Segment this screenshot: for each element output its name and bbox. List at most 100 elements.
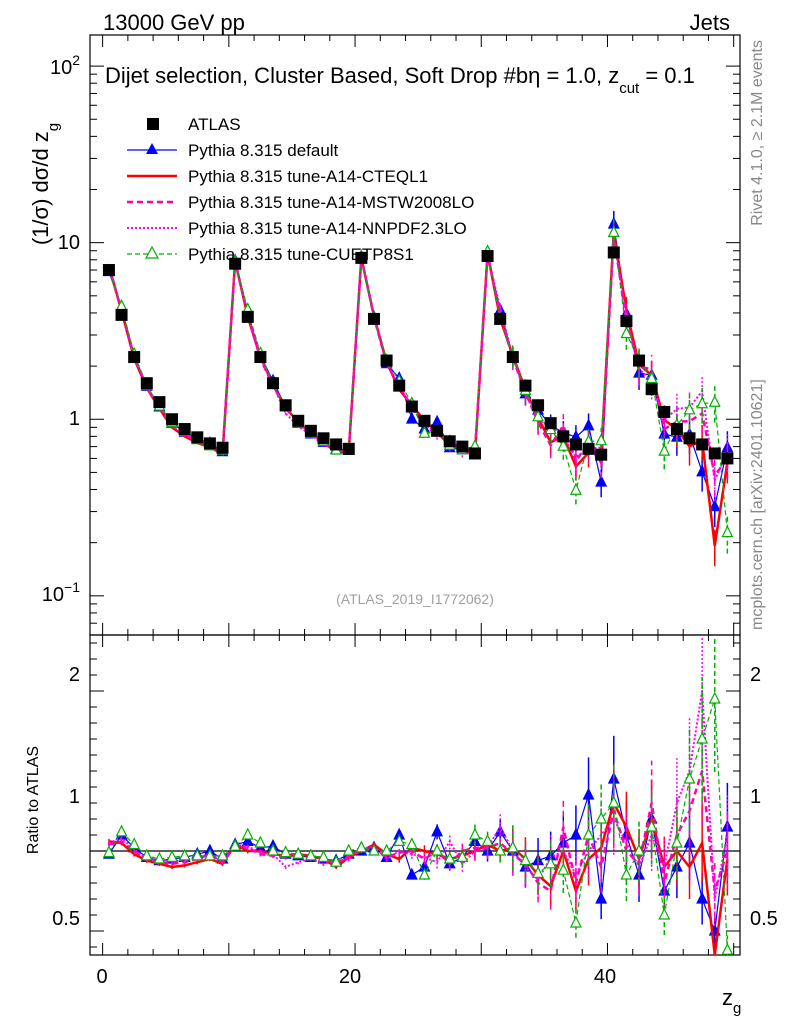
atlas-data-point [683, 432, 696, 445]
ratio-point-pythia-8-315-tune-cuetp8s1 [241, 827, 254, 840]
ratio-point-pythia-8-315-default [569, 827, 582, 840]
main-point-pythia-8-315-tune-cuetp8s1 [620, 326, 633, 339]
atlas-data-point [367, 312, 380, 325]
ratio-axis-label: Ratio to ATLAS [25, 746, 42, 854]
atlas-data-point [292, 414, 305, 427]
legend-marker-cuetp8s1 [144, 245, 160, 259]
side-text-events: Rivet 4.1.0, ≥ 2.1M events [749, 40, 766, 226]
atlas-data-point [595, 448, 608, 461]
atlas-data-point [431, 424, 444, 437]
y-axis-label: (1/σ) dσ/d zg [28, 123, 62, 245]
y-tick-label-1: 1 [69, 408, 80, 430]
atlas-data-point [304, 424, 317, 437]
atlas-data-point [166, 413, 179, 426]
ratio-point-pythia-8-315-tune-cuetp8s1 [721, 942, 734, 955]
ratio-point-pythia-8-315-tune-cuetp8s1 [279, 845, 292, 858]
legend-label-cuetp8s1: Pythia 8.315 tune-CUETP8S1 [188, 245, 414, 264]
atlas-data-point [519, 379, 532, 392]
atlas-data-point [506, 351, 519, 364]
atlas-data-point [658, 405, 671, 418]
ratio-point-pythia-8-315-tune-cuetp8s1 [128, 837, 141, 850]
header-left: 13000 GeV pp [103, 10, 245, 35]
side-text-source: mcplots.cern.ch [arXiv:2401.10621] [749, 379, 766, 630]
legend-label-mstw: Pythia 8.315 tune-A14-MSTW2008LO [188, 193, 474, 212]
atlas-data-point [443, 435, 456, 448]
atlas-data-point [317, 432, 330, 445]
x-tick-label-40: 40 [594, 966, 616, 988]
ratio-series-line-pythia-8-315-tune-a14-nnpdf2-3lo [108, 690, 729, 900]
atlas-data-point [721, 452, 734, 465]
main-point-pythia-8-315-tune-cuetp8s1 [708, 394, 721, 407]
ratio-series-line-pythia-8-315-tune-cuetp8s1 [108, 698, 728, 951]
atlas-data-point [216, 441, 229, 454]
main-point-pythia-8-315-tune-cuetp8s1 [645, 371, 658, 384]
ratio-point-pythia-8-315-default [431, 824, 444, 837]
ratio-tick-label-right-1: 1 [750, 786, 761, 808]
ratio-point-pythia-8-315-tune-cuetp8s1 [216, 848, 229, 861]
ratio-point-pythia-8-315-tune-cuetp8s1 [330, 854, 343, 867]
ratio-point-pythia-8-315-tune-cuetp8s1 [683, 771, 696, 784]
main-point-pythia-8-315-default [708, 499, 721, 512]
atlas-data-point [140, 377, 153, 390]
y-tick-label-100: 102 [50, 52, 80, 79]
ratio-point-pythia-8-315-tune-cuetp8s1 [595, 811, 608, 824]
atlas-data-point [115, 308, 128, 321]
legend-label-default: Pythia 8.315 default [188, 141, 339, 160]
atlas-data-point [544, 417, 557, 430]
ratio-point-pythia-8-315-tune-cuetp8s1 [178, 848, 191, 861]
ratio-point-pythia-8-315-tune-cuetp8s1 [532, 866, 545, 879]
ratio-point-pythia-8-315-default [582, 787, 595, 800]
ratio-point-pythia-8-315-tune-cuetp8s1 [153, 851, 166, 864]
main-point-pythia-8-315-default [405, 411, 418, 424]
atlas-data-point [254, 351, 267, 364]
atlas-data-point [330, 438, 343, 451]
ratio-point-pythia-8-315-tune-cuetp8s1 [456, 850, 469, 863]
ratio-point-pythia-8-315-tune-cuetp8s1 [431, 843, 444, 856]
main-point-pythia-8-315-tune-cuetp8s1 [696, 396, 709, 409]
ratio-tick-label-0.5: 0.5 [52, 908, 80, 930]
main-point-pythia-8-315-default [595, 474, 608, 487]
legend-marker-atlas [147, 118, 159, 130]
ratio-point-pythia-8-315-tune-cuetp8s1 [115, 824, 128, 837]
atlas-data-point [607, 246, 620, 259]
ratio-point-pythia-8-315-tune-cuetp8s1 [405, 837, 418, 850]
atlas-data-point [128, 351, 141, 364]
ratio-point-pythia-8-315-tune-cuetp8s1 [658, 907, 671, 920]
legend-label-nnpdf: Pythia 8.315 tune-A14-NNPDF2.3LO [188, 219, 467, 238]
ratio-point-pythia-8-315-tune-cuetp8s1 [267, 843, 279, 856]
legend-marker-default [146, 143, 158, 154]
atlas-data-point [229, 257, 242, 270]
ratio-point-pythia-8-315-tune-cuetp8s1 [292, 846, 305, 859]
ratio-point-pythia-8-315-tune-cuetp8s1 [620, 867, 633, 880]
ratio-point-pythia-8-315-tune-cuetp8s1 [670, 835, 683, 848]
legend: ATLAS Pythia 8.315 default Pythia 8.315 … [127, 115, 474, 264]
header-right: Jets [690, 10, 730, 35]
main-point-pythia-8-315-tune-cuetp8s1 [418, 425, 431, 438]
ratio-point-pythia-8-315-tune-cuetp8s1 [443, 851, 456, 864]
ratio-point-pythia-8-315-tune-cuetp8s1 [254, 835, 267, 848]
ratio-point-pythia-8-315-tune-cuetp8s1 [368, 843, 380, 856]
atlas-data-point [569, 438, 582, 451]
main-point-pythia-8-315-tune-cuetp8s1 [721, 525, 734, 538]
atlas-data-point [645, 383, 658, 396]
atlas-data-point [532, 399, 545, 412]
atlas-data-point [481, 250, 494, 263]
atlas-data-point [468, 447, 481, 460]
ratio-point-pythia-8-315-tune-cuetp8s1 [569, 915, 582, 928]
ratio-point-pythia-8-315-tune-cuetp8s1 [418, 867, 431, 880]
atlas-data-point [241, 310, 254, 323]
ratio-series-line-pythia-8-315-tune-a14-mstw2008lo [108, 770, 729, 894]
ratio-point-pythia-8-315-tune-cuetp8s1 [582, 827, 595, 840]
atlas-data-point [102, 264, 115, 277]
main-point-pythia-8-315-tune-cuetp8s1 [683, 402, 696, 415]
atlas-data-point [267, 377, 280, 390]
atlas-data-point [279, 399, 292, 412]
ratio-point-pythia-8-315-tune-cuetp8s1 [696, 731, 709, 744]
ratio-point-pythia-8-315-tune-cuetp8s1 [342, 843, 355, 856]
atlas-data-point [418, 414, 431, 427]
main-point-pythia-8-315-tune-cuetp8s1 [532, 409, 545, 422]
atlas-data-point [405, 400, 418, 413]
atlas-data-point [191, 431, 204, 444]
ratio-point-pythia-8-315-tune-cuetp8s1 [203, 848, 216, 861]
main-point-pythia-8-315-default [582, 418, 595, 431]
